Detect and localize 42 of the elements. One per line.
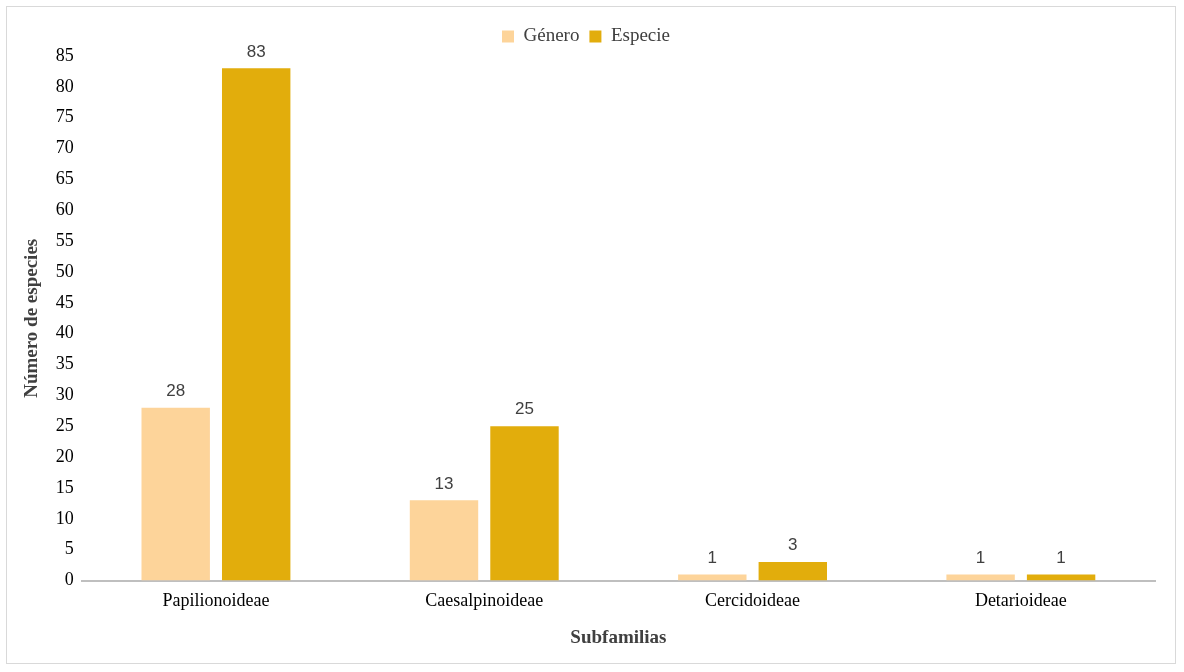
legend-label: Especie xyxy=(610,24,670,46)
bar xyxy=(490,426,559,581)
x-tick-label: Papilionoideae xyxy=(162,590,270,611)
bar xyxy=(1026,574,1096,581)
y-tick-label: 60 xyxy=(55,199,74,220)
bar xyxy=(678,574,747,581)
y-tick-label: 15 xyxy=(55,476,74,497)
bar xyxy=(946,574,1015,581)
y-tick-label: 40 xyxy=(55,322,74,343)
x-tick-label: Cercidoideae xyxy=(705,590,801,611)
x-tick-label: Detarioideae xyxy=(974,590,1067,611)
bar xyxy=(141,407,210,581)
data-label: 83 xyxy=(246,41,266,61)
data-label: 28 xyxy=(166,380,186,400)
x-axis-title: Subfamilias xyxy=(570,625,667,647)
y-tick-label: 45 xyxy=(55,291,74,312)
legend-label: Género xyxy=(523,24,580,46)
y-axis-title: Número de especies xyxy=(20,238,42,398)
data-label: 3 xyxy=(788,535,798,555)
data-label: 1 xyxy=(1056,547,1066,567)
data-label: 25 xyxy=(515,399,534,419)
data-label: 1 xyxy=(707,547,718,567)
bar xyxy=(409,500,479,581)
y-tick-label: 0 xyxy=(64,569,74,590)
y-tick-label: 55 xyxy=(55,229,74,250)
y-tick-label: 10 xyxy=(55,507,74,528)
bar xyxy=(221,68,291,581)
y-tick-label: 5 xyxy=(64,538,74,559)
data-label: 1 xyxy=(975,547,986,567)
y-tick-label: 80 xyxy=(55,75,74,96)
y-tick-label: 75 xyxy=(55,106,74,127)
y-tick-label: 30 xyxy=(55,384,74,405)
y-tick-label: 25 xyxy=(55,415,74,436)
y-tick-label: 85 xyxy=(55,44,74,65)
bar xyxy=(758,562,827,581)
y-tick-label: 70 xyxy=(55,137,74,158)
y-tick-label: 50 xyxy=(55,260,74,281)
data-label: 13 xyxy=(434,473,454,493)
x-tick-label: Caesalpinoideae xyxy=(425,590,544,611)
y-tick-label: 20 xyxy=(55,445,74,466)
y-tick-label: 65 xyxy=(55,168,74,189)
y-tick-label: 35 xyxy=(55,353,74,374)
